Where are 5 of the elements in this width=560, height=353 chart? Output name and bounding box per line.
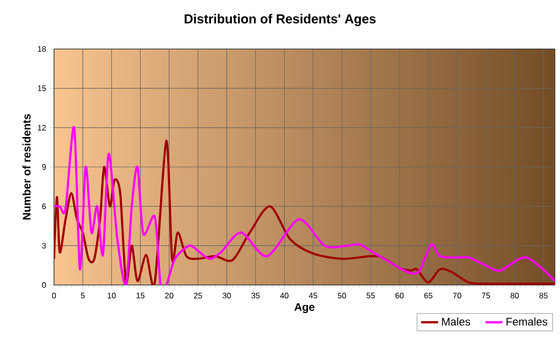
legend-label: Females <box>506 318 548 326</box>
legend-label: Males <box>442 318 470 326</box>
y-axis-title: Number of residents <box>22 114 31 220</box>
x-axis-title: Age <box>294 303 314 314</box>
chart-title: Distribution of Residents' Ages <box>184 14 376 26</box>
